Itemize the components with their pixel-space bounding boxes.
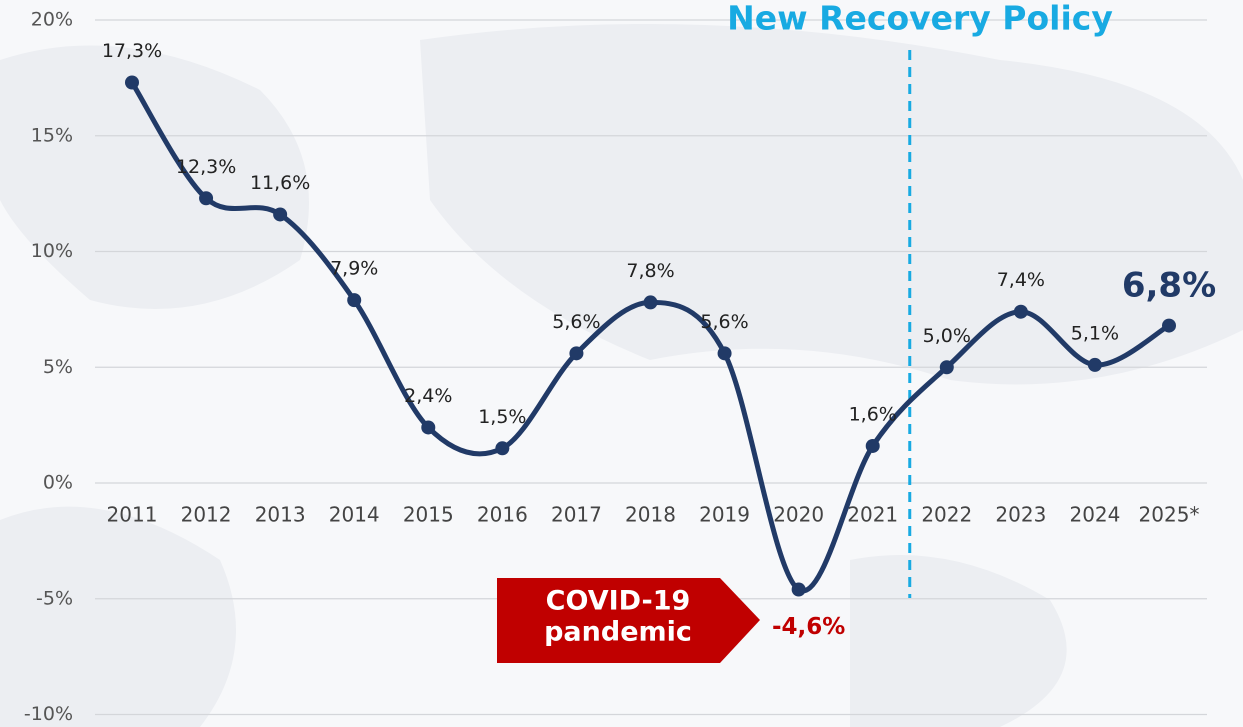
value-label: -4,6% [772,614,845,640]
data-point [495,441,510,456]
value-label: 12,3% [176,156,236,178]
value-label: 1,5% [478,406,526,428]
value-label: 5,6% [552,311,600,333]
y-tick-label: 5% [43,356,73,378]
policy-label: New Recovery Policy [727,0,1113,38]
data-point [273,207,288,222]
value-label: 5,6% [700,311,748,333]
y-tick-label: 20% [31,9,73,31]
x-tick-label: 2017 [551,503,602,527]
x-tick-label: 2021 [847,503,898,527]
y-tick-label: -10% [24,703,73,725]
x-tick-label: 2023 [995,503,1046,527]
y-tick-label: 15% [31,124,73,146]
data-point [1087,357,1102,372]
x-tick-label: 2022 [921,503,972,527]
x-tick-label: 2014 [329,503,380,527]
x-tick-label: 2018 [625,503,676,527]
value-label: 6,8% [1122,266,1216,306]
data-point [791,582,806,597]
data-point [1162,318,1176,333]
x-tick-label: 2025* [1139,503,1200,527]
x-tick-label: 2012 [181,503,232,527]
data-point [347,293,362,308]
value-label: 7,4% [997,269,1045,291]
value-label: 17,3% [102,40,162,62]
covid-label: COVID-19 [546,586,691,617]
covid-label: pandemic [544,617,692,648]
y-tick-label: -5% [36,587,73,609]
data-point [199,191,214,206]
x-tick-label: 2020 [773,503,824,527]
x-tick-label: 2019 [699,503,750,527]
data-point [1013,304,1028,319]
data-point [569,346,584,361]
y-tick-label: 10% [31,240,73,262]
x-tick-label: 2013 [255,503,306,527]
value-label: 5,1% [1071,322,1119,344]
value-label: 7,8% [626,260,674,282]
data-point [643,295,658,310]
data-point [125,75,139,90]
background-map [0,24,1243,727]
value-label: 7,9% [330,258,378,280]
data-point [717,346,732,361]
x-tick-label: 2011 [107,503,158,527]
data-point [421,420,436,435]
value-label: 2,4% [404,385,452,407]
value-label: 1,6% [849,403,897,425]
covid-callout [497,578,760,663]
data-point [865,438,880,453]
x-tick-label: 2016 [477,503,528,527]
x-tick-label: 2024 [1069,503,1120,527]
y-tick-label: 0% [43,472,73,494]
data-point [939,360,954,375]
value-label: 11,6% [250,172,310,194]
series-line [129,80,1172,594]
x-tick-label: 2015 [403,503,454,527]
value-label: 5,0% [923,325,971,347]
